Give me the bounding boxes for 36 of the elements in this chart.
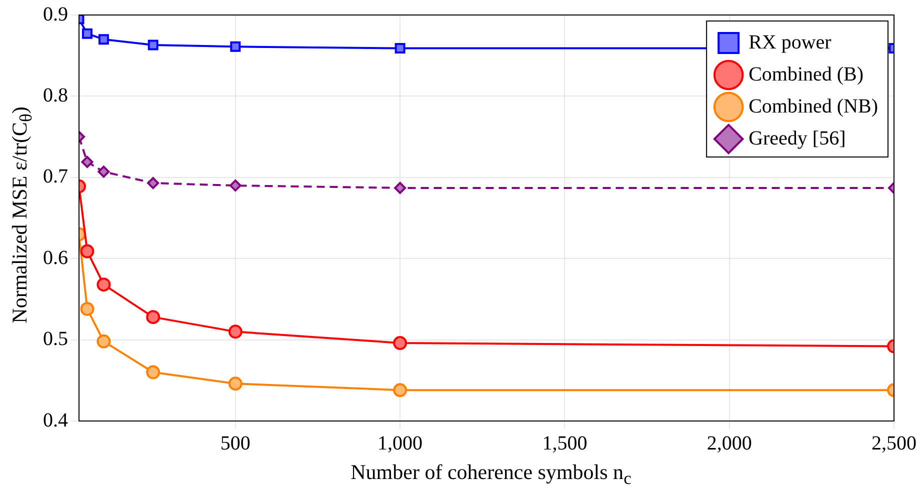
y-tick-label: 0.7 bbox=[43, 166, 68, 188]
y-tick-label: 0.8 bbox=[43, 84, 68, 106]
point bbox=[80, 302, 94, 316]
x-tick-label: 2,500 bbox=[872, 432, 916, 454]
point bbox=[98, 166, 110, 178]
point bbox=[146, 310, 160, 324]
point bbox=[230, 41, 241, 52]
y-tick-label: 0.9 bbox=[43, 3, 68, 26]
point bbox=[98, 34, 109, 45]
point bbox=[147, 177, 160, 190]
y-tick-label: 0.4 bbox=[43, 409, 68, 432]
legend-label: Combined (NB) bbox=[748, 95, 878, 118]
point bbox=[148, 40, 158, 50]
point bbox=[228, 376, 242, 391]
x-tick-label: 1,000 bbox=[378, 432, 423, 454]
point bbox=[393, 383, 408, 398]
legend-label: RX power bbox=[748, 31, 832, 54]
x-tick-label: 2,000 bbox=[706, 432, 752, 454]
x-axis-title: Number of coherence symbols n$_{c}$ bbox=[350, 460, 632, 489]
y-tick-label: 0.6 bbox=[43, 246, 68, 269]
point bbox=[96, 278, 111, 292]
point bbox=[81, 156, 94, 168]
point bbox=[146, 365, 160, 380]
point bbox=[228, 324, 242, 339]
point bbox=[393, 336, 408, 350]
point bbox=[394, 43, 406, 54]
y-tick-label: 0.5 bbox=[43, 328, 68, 350]
legend-label: Combined (B) bbox=[748, 63, 864, 86]
point bbox=[96, 334, 111, 348]
point bbox=[229, 180, 242, 192]
point bbox=[80, 244, 94, 258]
x-tick-label: 1,500 bbox=[542, 432, 588, 454]
point bbox=[82, 28, 92, 39]
x-tick-label: 500 bbox=[220, 432, 250, 454]
legend-label: Greedy [56] bbox=[748, 127, 846, 150]
point bbox=[394, 182, 406, 194]
